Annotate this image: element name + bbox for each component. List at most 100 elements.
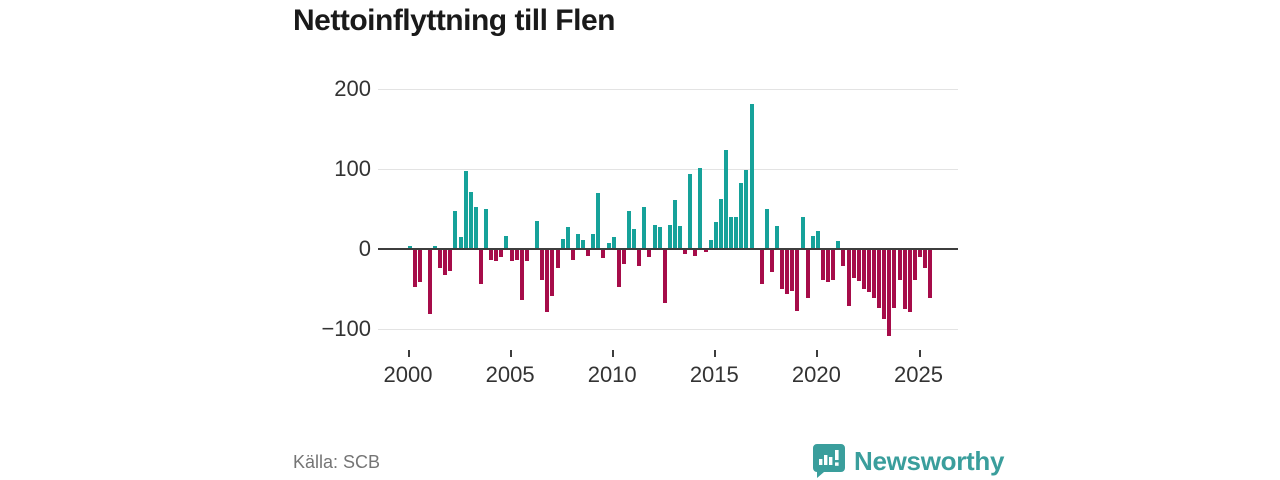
bar-2000-q25 — [535, 221, 540, 249]
bar-2000-q85 — [841, 250, 846, 266]
x-axis-tick — [408, 350, 410, 357]
bar-2000-q43 — [627, 211, 631, 249]
bar-2000-q35 — [586, 250, 591, 257]
bar-2000-q80 — [815, 231, 820, 249]
bar-2000-q71 — [769, 250, 774, 273]
bar-2000-q66 — [744, 169, 749, 249]
bar-2000-q7 — [443, 250, 448, 275]
bar-2000-q100 — [918, 250, 922, 258]
bar-2000-q16 — [489, 250, 494, 260]
bar-2000-q97 — [902, 250, 907, 310]
bar-2000-q53 — [678, 225, 683, 249]
y-axis-tick-label: 0 — [358, 236, 371, 261]
bar-2000-q63 — [729, 217, 734, 249]
bar-2000-q41 — [616, 250, 621, 287]
newsworthy-logo: Newsworthy — [812, 443, 1004, 479]
bar-2000-q75 — [790, 250, 795, 291]
bar-2000-q32 — [570, 250, 575, 260]
bar-2000-q69 — [759, 250, 764, 285]
bar-2000-q73 — [780, 250, 785, 290]
x-axis-tick — [714, 350, 717, 357]
bar-2000-q98 — [907, 250, 912, 313]
bar-2000-q8 — [448, 250, 453, 271]
y-axis-tick-label: 200 — [334, 76, 371, 101]
bar-2000-q101 — [923, 250, 928, 268]
bar-2000-q70 — [764, 209, 769, 249]
bar-2000-q93 — [882, 250, 887, 319]
bar-2000-q19 — [504, 236, 509, 249]
bar-2000-q102 — [928, 250, 933, 298]
plot-area: 200 100 0 −100 2000 2005 2010 2015 2020 2025 — [321, 76, 958, 387]
bar-2000-q72 — [775, 225, 780, 249]
bar-2000-q14 — [478, 250, 483, 285]
x-axis-tick-label: 2005 — [485, 362, 535, 387]
bar-2000-q17 — [494, 250, 499, 262]
bar-2000-q12 — [468, 192, 473, 249]
x-axis-tick — [612, 350, 615, 357]
bar-2000-q26 — [540, 250, 545, 280]
bar-2000-q60 — [713, 221, 718, 249]
bar-2000-q61 — [718, 198, 723, 249]
bar-2000-q89 — [861, 250, 866, 290]
bar-2000-q9 — [453, 211, 458, 249]
chart-title: Nettoinflyttning till Flen — [293, 4, 615, 37]
bar-2000-q64 — [734, 217, 739, 249]
bar-2000-q37 — [596, 193, 601, 249]
bar-2000-q76 — [795, 250, 800, 311]
gridline — [378, 169, 958, 170]
bar-2000-q79 — [810, 236, 815, 249]
bar-2000-q67 — [749, 104, 754, 249]
bar-2000-q45 — [637, 250, 642, 266]
bar-2000-q13 — [473, 207, 478, 249]
bar-2000-q44 — [632, 229, 637, 249]
bar-2000-q54 — [683, 250, 688, 254]
zero-axis-line — [378, 248, 958, 250]
x-axis-tick-label: 2020 — [791, 362, 841, 387]
bar-2000-q21 — [514, 250, 519, 260]
bar-2000-q82 — [826, 250, 831, 282]
newsworthy-speech-bubble-barchart-icon — [813, 444, 845, 478]
bar-2000-q11 — [463, 171, 468, 249]
bar-2000-q30 — [560, 239, 565, 249]
bar-2000-q92 — [877, 250, 882, 308]
x-axis-tick-label: 2025 — [894, 362, 943, 387]
bar-2000-q88 — [856, 250, 861, 282]
bar-2000-q28 — [550, 250, 555, 296]
bar-2000-q6 — [438, 250, 443, 269]
bar-2000-q87 — [851, 250, 856, 278]
bar-2000-q90 — [866, 250, 871, 293]
bar-2000-q62 — [724, 149, 728, 249]
bar-2000-q42 — [621, 250, 626, 265]
bar-2000-q29 — [555, 250, 560, 269]
bar-2000-q84 — [836, 241, 841, 249]
bar-2000-q77 — [800, 217, 805, 249]
bar-2000-q18 — [499, 250, 504, 258]
bar-2000-q38 — [601, 250, 606, 258]
x-axis-tick-label: 2000 — [383, 362, 433, 387]
gridline — [378, 89, 958, 90]
bar-2000-q20 — [509, 250, 514, 262]
bar-2000-q59 — [708, 240, 713, 249]
bar-2000-q40 — [611, 237, 616, 249]
bar-2000-q23 — [524, 250, 529, 262]
bar-2000-q50 — [662, 250, 667, 303]
bar-2000-q34 — [581, 240, 586, 249]
bar-2000-q22 — [519, 250, 524, 300]
bar-2000-q52 — [672, 200, 677, 249]
bar-2000-q31 — [565, 227, 570, 249]
bar-2000-q81 — [821, 250, 825, 281]
bar-2000-q91 — [872, 250, 877, 298]
bar-2000-q27 — [545, 250, 550, 312]
gridline — [378, 329, 958, 330]
bar-2000-q99 — [912, 250, 917, 280]
source-label: Källa: SCB — [293, 452, 381, 472]
bar-2000-q2 — [417, 250, 422, 282]
bar-2000-q39 — [606, 242, 611, 249]
y-axis-tick-label: −100 — [321, 316, 371, 341]
bar-2000-q86 — [846, 250, 851, 306]
bar-2000-q57 — [698, 168, 703, 249]
bar-2000-q65 — [739, 182, 744, 249]
bar-2000-q46 — [642, 207, 647, 249]
bar-2000-q96 — [897, 250, 902, 280]
bar-2000-q1 — [412, 250, 417, 287]
